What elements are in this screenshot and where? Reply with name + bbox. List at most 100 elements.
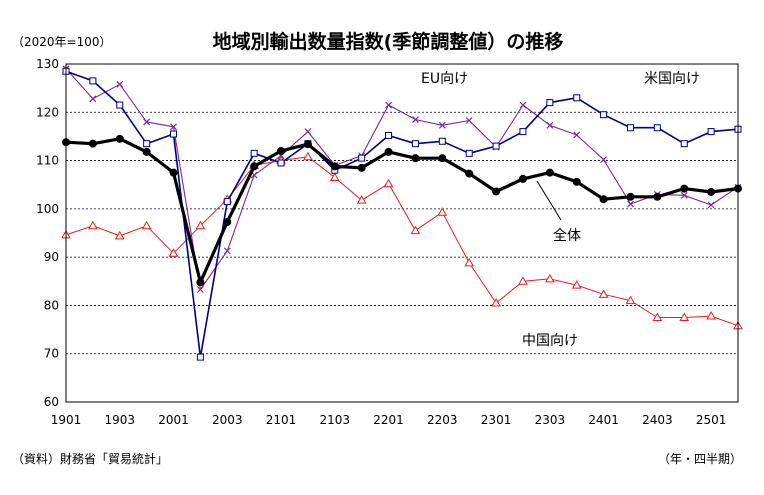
data-point (250, 162, 259, 171)
data-point (653, 192, 662, 201)
y-tick-label: 70 (44, 347, 59, 361)
data-point (518, 276, 528, 285)
units-note: （2020年=100） (12, 35, 112, 49)
data-point (304, 128, 312, 136)
data-point (250, 149, 258, 157)
data-point (465, 117, 473, 124)
data-point (142, 147, 151, 156)
data-point (223, 247, 231, 255)
x-tick-label: 2401 (588, 413, 619, 427)
data-point (116, 80, 124, 88)
data-point (492, 187, 501, 196)
data-point (598, 289, 609, 298)
label-leader-overall (536, 180, 562, 221)
data-point (465, 169, 474, 178)
data-point (115, 134, 124, 143)
source-note: （資料）財務省「貿易統計」 (12, 451, 168, 466)
data-point (329, 172, 340, 181)
data-point (573, 131, 581, 139)
data-point (707, 128, 715, 136)
data-point (195, 220, 206, 230)
data-point (465, 149, 473, 157)
y-tick-label: 110 (36, 154, 59, 168)
data-point (168, 248, 179, 257)
data-point (571, 280, 582, 289)
data-point (627, 200, 634, 208)
data-point (546, 121, 554, 129)
data-point (626, 124, 634, 132)
data-point (680, 184, 689, 193)
data-point (679, 312, 690, 321)
chart-title: 地域別輸出数量指数(季節調整値）の推移 (213, 30, 564, 53)
x-axis-unit-label: （年・四半期） (658, 452, 742, 466)
data-point (519, 101, 527, 109)
data-point (518, 174, 527, 183)
x-tick-label: 1901 (51, 413, 82, 427)
data-point (599, 195, 608, 204)
data-point (410, 225, 421, 235)
series-line (65, 156, 739, 327)
series-line (65, 137, 739, 284)
data-point (492, 142, 500, 150)
data-point (653, 124, 661, 132)
data-point (573, 94, 581, 102)
x-tick-label: 2003 (212, 413, 243, 427)
data-point (706, 311, 716, 320)
data-point (680, 140, 688, 148)
x-tick-label: 2101 (266, 413, 297, 427)
data-point (89, 77, 97, 85)
data-point (277, 146, 286, 155)
data-point (385, 101, 392, 109)
data-point (572, 177, 581, 186)
data-point (356, 195, 367, 204)
y-axis-tick-labels: 60 70 80 90 100 110 120 130 (36, 57, 59, 409)
data-point (600, 111, 608, 119)
data-point (88, 220, 98, 230)
data-point (303, 140, 312, 149)
y-tick-label: 60 (44, 395, 59, 409)
data-point (223, 217, 232, 226)
label-overall: 全体 (553, 227, 581, 244)
data-point (464, 257, 475, 267)
data-point (707, 187, 716, 196)
x-tick-label: 2501 (696, 413, 727, 427)
data-point (169, 168, 178, 177)
y-tick-label: 100 (36, 202, 59, 216)
data-point (330, 162, 339, 171)
data-point (411, 140, 419, 148)
data-point (546, 99, 554, 107)
data-point (411, 154, 420, 163)
x-tick-label: 1903 (104, 413, 135, 427)
data-point (223, 198, 231, 206)
data-point (384, 147, 393, 156)
data-point (303, 151, 313, 161)
data-point (357, 163, 366, 172)
data-point (383, 178, 394, 188)
series-square (62, 67, 742, 361)
data-point (438, 154, 447, 163)
data-point (170, 130, 178, 138)
data-point (438, 137, 446, 145)
data-point (385, 131, 393, 139)
data-point (652, 312, 663, 321)
data-point (141, 220, 152, 230)
y-tick-label: 120 (36, 105, 59, 119)
data-point (114, 230, 125, 240)
label-china: 中国向け (522, 333, 578, 349)
data-point (412, 116, 419, 123)
data-point (544, 273, 555, 283)
data-series (61, 65, 743, 361)
data-point (196, 278, 205, 287)
data-point (519, 128, 527, 136)
data-point (196, 286, 204, 293)
data-point (625, 295, 636, 305)
data-point (626, 192, 635, 201)
x-tick-label: 2203 (427, 413, 458, 427)
data-point (143, 118, 151, 126)
data-point (89, 95, 97, 103)
data-point (600, 156, 608, 164)
data-point (88, 139, 97, 148)
data-point (545, 168, 554, 177)
